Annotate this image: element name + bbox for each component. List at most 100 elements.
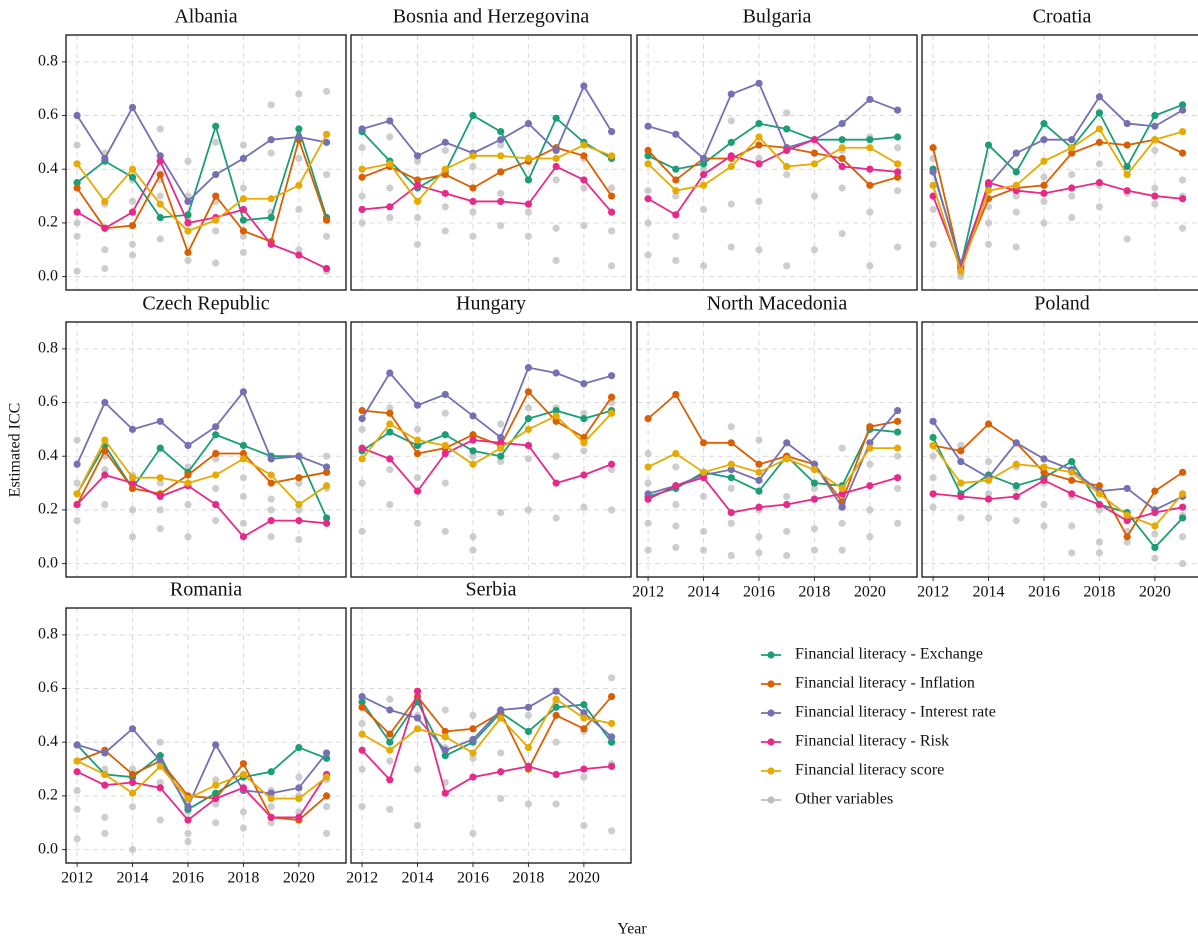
series-point (552, 695, 560, 703)
series-point (672, 165, 680, 173)
series-point (1123, 533, 1131, 541)
series-point (672, 390, 680, 399)
series-point (957, 457, 965, 466)
series-point (755, 79, 763, 87)
other-point (672, 543, 680, 552)
other-point (322, 232, 331, 240)
series-point (358, 173, 366, 181)
series-point (1095, 500, 1104, 509)
series-point (838, 484, 846, 493)
series-line (932, 420, 1183, 511)
other-point (984, 219, 993, 227)
series-point (727, 466, 735, 474)
other-point (295, 246, 303, 254)
other-point (295, 506, 303, 514)
y-tick-label: 0.0 (38, 554, 58, 571)
series-point (239, 216, 248, 224)
other-point (607, 262, 616, 270)
other-point (497, 508, 505, 517)
x-axis-title: Year (617, 921, 647, 938)
other-point (580, 409, 588, 417)
other-point (413, 240, 422, 248)
series-point (644, 415, 652, 423)
series-point (607, 762, 616, 770)
other-point (699, 165, 708, 173)
series-point (469, 197, 477, 206)
other-point (73, 232, 81, 240)
series-line (361, 84, 613, 157)
series-point (524, 154, 533, 163)
series-line (361, 690, 613, 752)
series-point (783, 146, 791, 155)
series-point (469, 412, 477, 420)
panel-frame (350, 607, 632, 864)
other-point (644, 479, 652, 487)
other-point (386, 213, 394, 222)
other-point (644, 546, 652, 554)
series-point (1068, 468, 1076, 476)
series-line (361, 695, 613, 772)
series-point (1178, 128, 1187, 136)
series-point (893, 133, 902, 141)
series-point (295, 474, 303, 482)
series-point (984, 179, 993, 187)
series-point (358, 165, 366, 173)
series-point (358, 406, 366, 415)
series-point (413, 401, 422, 409)
series-point (156, 752, 164, 760)
other-point (524, 711, 533, 719)
series-point (295, 517, 303, 525)
series-point (497, 197, 505, 206)
series-point (1040, 455, 1048, 463)
other-point (893, 243, 902, 251)
series-point (441, 390, 449, 399)
other-point (699, 205, 708, 214)
series-point (239, 770, 248, 779)
series-point (322, 468, 331, 476)
other-point (441, 227, 449, 235)
series-point (1012, 168, 1020, 176)
other-point (156, 479, 164, 487)
series-line (361, 688, 612, 795)
series-point (1012, 460, 1020, 468)
series-point (497, 706, 505, 714)
other-point (267, 533, 275, 541)
series-point (267, 794, 275, 803)
other-point (672, 522, 680, 530)
series-point (580, 433, 588, 442)
series-point (239, 195, 248, 203)
other-point (755, 533, 763, 541)
series-line (647, 476, 898, 514)
series-point (1123, 162, 1131, 171)
panel-frame (636, 321, 918, 578)
series-point (607, 393, 616, 401)
series-point (322, 514, 331, 522)
other-point (73, 517, 81, 525)
other-point (957, 441, 965, 450)
series-point (699, 154, 708, 163)
series-point (1178, 468, 1187, 476)
series-line (361, 114, 613, 190)
series-point (644, 146, 652, 155)
series-point (644, 490, 652, 498)
series-point (156, 784, 164, 792)
y-tick-label: 0.2 (38, 501, 58, 518)
other-point (1068, 522, 1076, 530)
series-point (866, 144, 874, 152)
series-point (413, 152, 422, 160)
other-point (552, 452, 560, 460)
series-point (699, 170, 708, 179)
other-point (239, 519, 248, 527)
series-point (1151, 522, 1159, 530)
y-tick-label: 0.2 (38, 214, 58, 231)
series-point (295, 251, 303, 259)
series-line (647, 122, 898, 171)
series-point (386, 369, 394, 377)
series-line (932, 444, 1184, 528)
series-point (184, 471, 192, 479)
series-point (1040, 119, 1048, 128)
series-point (212, 122, 220, 130)
series-point (580, 176, 588, 184)
series-point (699, 160, 708, 168)
other-point (810, 525, 819, 533)
